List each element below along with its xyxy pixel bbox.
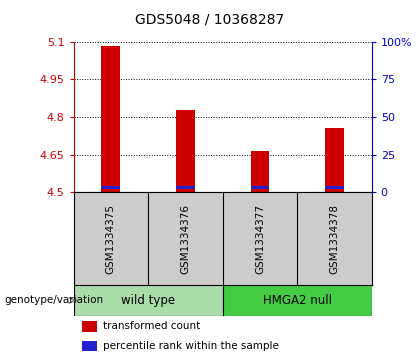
- Text: transformed count: transformed count: [103, 322, 201, 331]
- Bar: [325, 185, 344, 189]
- Text: GSM1334376: GSM1334376: [180, 204, 190, 274]
- Text: GSM1334378: GSM1334378: [329, 204, 339, 274]
- Bar: [325, 129, 344, 192]
- Bar: [102, 45, 120, 192]
- Bar: [176, 110, 194, 192]
- Text: HMGA2 null: HMGA2 null: [262, 294, 332, 307]
- Bar: [251, 185, 269, 189]
- Text: percentile rank within the sample: percentile rank within the sample: [103, 341, 279, 351]
- Text: GDS5048 / 10368287: GDS5048 / 10368287: [135, 13, 285, 27]
- Bar: [223, 285, 372, 316]
- Bar: [102, 185, 120, 189]
- Text: genotype/variation: genotype/variation: [4, 295, 103, 305]
- Text: wild type: wild type: [121, 294, 175, 307]
- Bar: [74, 285, 223, 316]
- Text: GSM1334377: GSM1334377: [255, 204, 265, 274]
- Text: GSM1334375: GSM1334375: [106, 204, 116, 274]
- Bar: [82, 341, 97, 351]
- Bar: [251, 151, 269, 192]
- Bar: [82, 321, 97, 332]
- Bar: [176, 185, 194, 189]
